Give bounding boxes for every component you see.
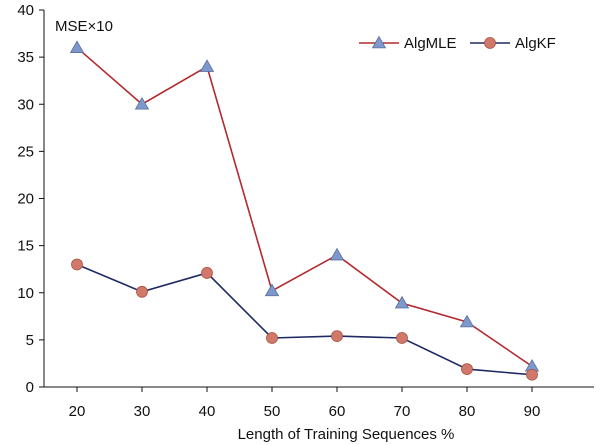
legend: AlgMLE AlgKF	[359, 35, 556, 52]
y-tick-label: 35	[17, 49, 34, 66]
axes	[43, 10, 594, 388]
legend-label: AlgKF	[515, 35, 556, 52]
data-point-algmle-20	[69, 40, 85, 53]
series-line-algmle	[76, 47, 533, 367]
legend-marker	[484, 37, 496, 49]
y-tick-label: 15	[17, 238, 34, 255]
data-point-algkf-50	[266, 332, 278, 344]
series-layer	[69, 40, 540, 381]
data-point-algmle-50	[264, 283, 280, 297]
data-point-algkf-20	[71, 258, 83, 271]
x-ticks: 20 30 40 50 60 70 80 90	[69, 387, 541, 420]
series-algkf	[71, 258, 538, 381]
x-tick-label: 70	[394, 403, 411, 420]
series-algmle	[69, 40, 540, 372]
y-tick-label: 30	[17, 96, 34, 113]
y-tick-label: 0	[26, 379, 34, 396]
legend-label: AlgMLE	[404, 35, 457, 52]
x-tick-label: 40	[199, 403, 216, 420]
x-axis-title: Length of Training Sequences %	[238, 426, 455, 443]
y-tick-label: 25	[17, 143, 34, 160]
data-point-algmle-70	[394, 295, 410, 309]
y-tick-label: 5	[26, 332, 34, 349]
data-point-algkf-40	[201, 267, 213, 279]
legend-item-algkf: AlgKF	[470, 35, 556, 52]
data-point-algkf-80	[461, 363, 473, 375]
x-tick-label: 80	[459, 403, 476, 420]
x-tick-label: 20	[69, 403, 86, 420]
data-point-algkf-70	[396, 332, 408, 344]
series-line-algkf	[76, 263, 533, 376]
data-point-algmle-30	[134, 96, 150, 110]
data-point-algmle-60	[329, 247, 345, 261]
y-tick-label: 10	[17, 285, 34, 302]
data-point-algkf-60	[331, 330, 343, 343]
x-tick-label: 50	[264, 403, 281, 420]
data-point-algkf-90	[526, 368, 538, 381]
legend-item-algmle: AlgMLE	[359, 35, 457, 52]
y-tick-label: 20	[17, 191, 34, 208]
y-axis-annotation: MSE×10	[55, 18, 113, 35]
data-point-algmle-80	[459, 314, 475, 328]
x-tick-label: 30	[134, 403, 151, 420]
x-tick-label: 90	[524, 403, 541, 420]
legend-marker	[371, 35, 387, 49]
data-point-algmle-40	[199, 59, 215, 72]
y-ticks: 0 5 10 15 20 25 30 35 40	[17, 2, 44, 396]
y-tick-label: 40	[17, 2, 34, 19]
data-point-algkf-30	[136, 285, 148, 298]
x-tick-label: 60	[329, 403, 346, 420]
